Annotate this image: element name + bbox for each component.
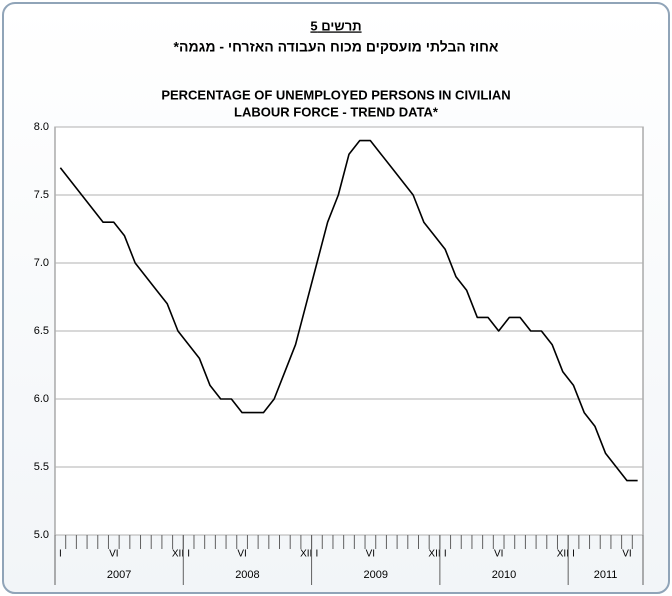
x-tick-label: XII — [172, 549, 184, 560]
x-tick-label: VI — [109, 549, 118, 560]
x-tick-label: VI — [622, 549, 631, 560]
chart-number: תרשים 5 — [310, 18, 361, 33]
x-tick-label: XII — [428, 549, 440, 560]
x-tick-label: I — [187, 549, 190, 560]
y-tick-label: 8.0 — [34, 121, 49, 133]
y-tick-label: 5.0 — [34, 529, 49, 541]
subtitle: אחוז הבלתי מועסקים מכוח העבודה האזרחי - … — [174, 39, 499, 55]
chart-title: PERCENTAGE OF UNEMPLOYED PERSONS IN CIVI… — [161, 87, 510, 102]
x-tick-label: I — [572, 549, 575, 560]
x-tick-label: VI — [366, 549, 375, 560]
x-tick-label: XII — [557, 549, 569, 560]
y-tick-label: 7.5 — [34, 189, 49, 201]
y-tick-label: 7.0 — [34, 257, 49, 269]
year-label: 2008 — [235, 569, 259, 581]
x-tick-label: I — [59, 549, 62, 560]
data-line — [59, 139, 638, 482]
x-tick-label: VI — [237, 549, 246, 560]
x-tick-label: I — [444, 549, 447, 560]
x-tick-label: XII — [300, 549, 312, 560]
year-label: 2007 — [107, 569, 131, 581]
year-label: 2009 — [363, 569, 387, 581]
x-tick-label: I — [316, 549, 319, 560]
y-tick-label: 6.0 — [34, 393, 49, 405]
x-tick-label: VI — [494, 549, 503, 560]
year-label: 2011 — [594, 569, 618, 581]
y-tick-label: 6.5 — [34, 325, 49, 337]
year-label: 2010 — [492, 569, 516, 581]
y-tick-label: 5.5 — [34, 461, 49, 473]
chart-title: LABOUR FORCE - TREND DATA* — [234, 104, 439, 119]
